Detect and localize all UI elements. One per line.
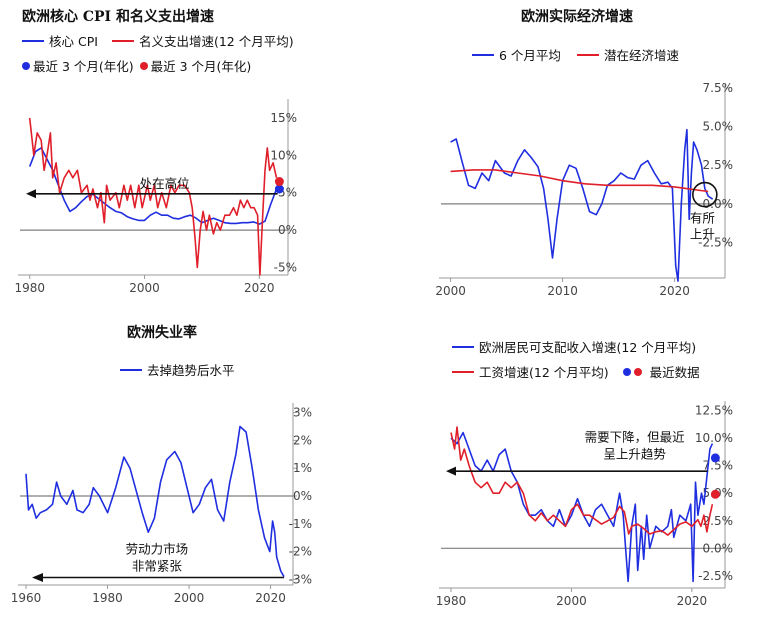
chart1-latest-marker — [274, 184, 284, 194]
chart2-legend-potential: 潜在经济增速 — [603, 48, 679, 63]
chart1-legend-blue-dot — [22, 61, 30, 70]
chart4-legend-wage: 工资增速(12 个月平均) — [479, 365, 609, 380]
chart2-xtick-label: 2020 — [659, 284, 690, 298]
chart1-ytick-label: 0% — [278, 223, 297, 237]
chart4-latest-marker — [710, 453, 720, 463]
chart3-ytick-label: 1% — [293, 461, 312, 475]
chart1-annotation: 处在高位 — [140, 176, 190, 191]
chart4-arrow-head — [446, 466, 456, 476]
chart4-plot: -2.5%0.0%2.5%5.0%7.5%10.0%12.5%198020002… — [436, 401, 734, 608]
chart1-xtick-label: 2000 — [129, 281, 160, 295]
chart4-annotation: 需要下降，但最近 — [585, 429, 686, 444]
chart1-legend-row2: 最近 3 个月(年化) 最近 3 个月(年化) — [22, 56, 251, 75]
chart1-series-red-line — [28, 117, 278, 276]
chart3-xtick-label: 2000 — [174, 591, 205, 605]
chart4-xtick-label: 1980 — [436, 594, 467, 608]
chart3-series-blue-line — [25, 425, 285, 578]
chart2-ytick-label: 2.5% — [703, 158, 734, 172]
chart1-series-blue-line — [28, 147, 278, 225]
chart2-highlight-circle — [692, 181, 718, 208]
chart3-plot: -3% -2% -1% 0% 1% 2% 3% 1960 1980 2000 2020 劳动力市场非常… — [11, 403, 312, 605]
chart1-ytick-label: 15% — [270, 111, 297, 125]
chart2-annotation: 有所 — [690, 211, 715, 226]
chart2-annotation: 上升 — [690, 227, 715, 242]
chart1-arrow-head — [26, 189, 36, 199]
chart4-legend-red-dot — [633, 367, 642, 376]
chart1-legend-red-dot — [139, 61, 148, 70]
chart2-title: 欧洲实际经济增速 — [521, 9, 633, 25]
chart2-legend-blue-swatch — [472, 53, 494, 56]
chart1-title: 欧洲核心 CPI 和名义支出增速 — [22, 9, 214, 25]
chart4-ytick-label: 7.5% — [703, 459, 734, 473]
chart2-xtick-label: 2010 — [547, 284, 578, 298]
chart4-ytick-label: -2.5% — [698, 569, 733, 583]
chart4-ytick-label: 2.5% — [703, 514, 734, 528]
chart2-legend-red-swatch — [576, 53, 599, 56]
chart2-ytick-label: 5.0% — [703, 120, 734, 134]
chart3-ytick-label: -3% — [289, 572, 312, 586]
chart4-series-red-line — [450, 426, 714, 536]
chart2-series-blue-line — [450, 128, 714, 282]
chart4-ytick-label: 10.0% — [695, 431, 733, 445]
chart4-series-blue-line — [450, 431, 714, 583]
chart4-xtick-label: 2020 — [677, 594, 708, 608]
chart3-ytick-label: 0% — [293, 489, 312, 503]
chart2-ytick-label: 7.5% — [703, 81, 734, 95]
chart4-ytick-label: 0.0% — [703, 541, 734, 555]
chart2-legend-6m-avg: 6 个月平均 — [499, 48, 561, 63]
chart1-legend-core-cpi: 核心 CPI — [49, 34, 98, 49]
chart3-xtick-label: 1980 — [92, 591, 123, 605]
chart1-ytick-label: 10% — [270, 148, 297, 162]
chart3-ytick-label: 2% — [293, 433, 312, 447]
chart3-xtick-label: 1960 — [11, 591, 42, 605]
chart4-legend-blue-dot — [622, 367, 631, 376]
chart3-ytick-label: -1% — [289, 517, 312, 531]
chart1-xtick-label: 2020 — [244, 281, 275, 295]
chart1-legend-row1: 核心 CPI 名义支出增速(12 个月平均) — [22, 31, 294, 50]
chart4-latest-marker — [710, 489, 720, 499]
chart4-legend-income: 欧洲居民可支配收入增速(12 个月平均) — [479, 340, 697, 355]
chart3-annotation: 劳动力市场 — [126, 541, 189, 556]
chart3-arrow-head — [32, 572, 43, 582]
chart3-annotation: 非常紧张 — [132, 558, 183, 573]
chart2-series-red-line — [450, 169, 709, 193]
chart3-title: 欧洲失业率 — [127, 325, 197, 341]
chart4-legend-red-swatch — [452, 370, 474, 373]
chart2-ytick-label: 0.0% — [703, 197, 734, 211]
chart2-ytick-label: -2.5% — [698, 235, 733, 249]
chart1-xtick-label: 1980 — [14, 281, 45, 295]
chart3-legend-blue-swatch — [120, 368, 142, 371]
chart4-legend-latest: 最近数据 — [649, 365, 700, 380]
chart4-legend-blue-swatch — [452, 345, 474, 348]
chart4-legend-row2: 工资增速(12 个月平均) 最近数据 — [452, 362, 700, 381]
chart3-legend: 去掉趋势后水平 — [120, 360, 235, 379]
chart4-ytick-label: 12.5% — [695, 404, 733, 418]
chart1-legend-nominal-spending: 名义支出增速(12 个月平均) — [138, 34, 294, 49]
chart1-ytick-label: -5% — [274, 261, 297, 275]
chart1-legend-recent-red: 最近 3 个月(年化) — [150, 59, 252, 74]
chart1-latest-marker — [274, 177, 284, 187]
chart3-ytick-label: -2% — [289, 545, 312, 559]
chart1-legend-red-swatch — [111, 39, 134, 42]
chart4-xtick-label: 2000 — [556, 594, 587, 608]
chart1-legend-blue-swatch — [22, 39, 44, 42]
chart2-legend: 6 个月平均 潜在经济增速 — [472, 45, 679, 64]
chart4-annotation: 呈上升趋势 — [603, 446, 666, 461]
chart4-legend-row1: 欧洲居民可支配收入增速(12 个月平均) — [452, 337, 696, 356]
chart1-legend-recent-blue: 最近 3 个月(年化) — [33, 59, 134, 74]
chart2-xtick-label: 2000 — [435, 284, 466, 298]
chart3-ytick-label: 3% — [293, 406, 312, 420]
chart3-legend-detrended: 去掉趋势后水平 — [147, 363, 235, 378]
chart3-xtick-label: 2020 — [255, 591, 286, 605]
